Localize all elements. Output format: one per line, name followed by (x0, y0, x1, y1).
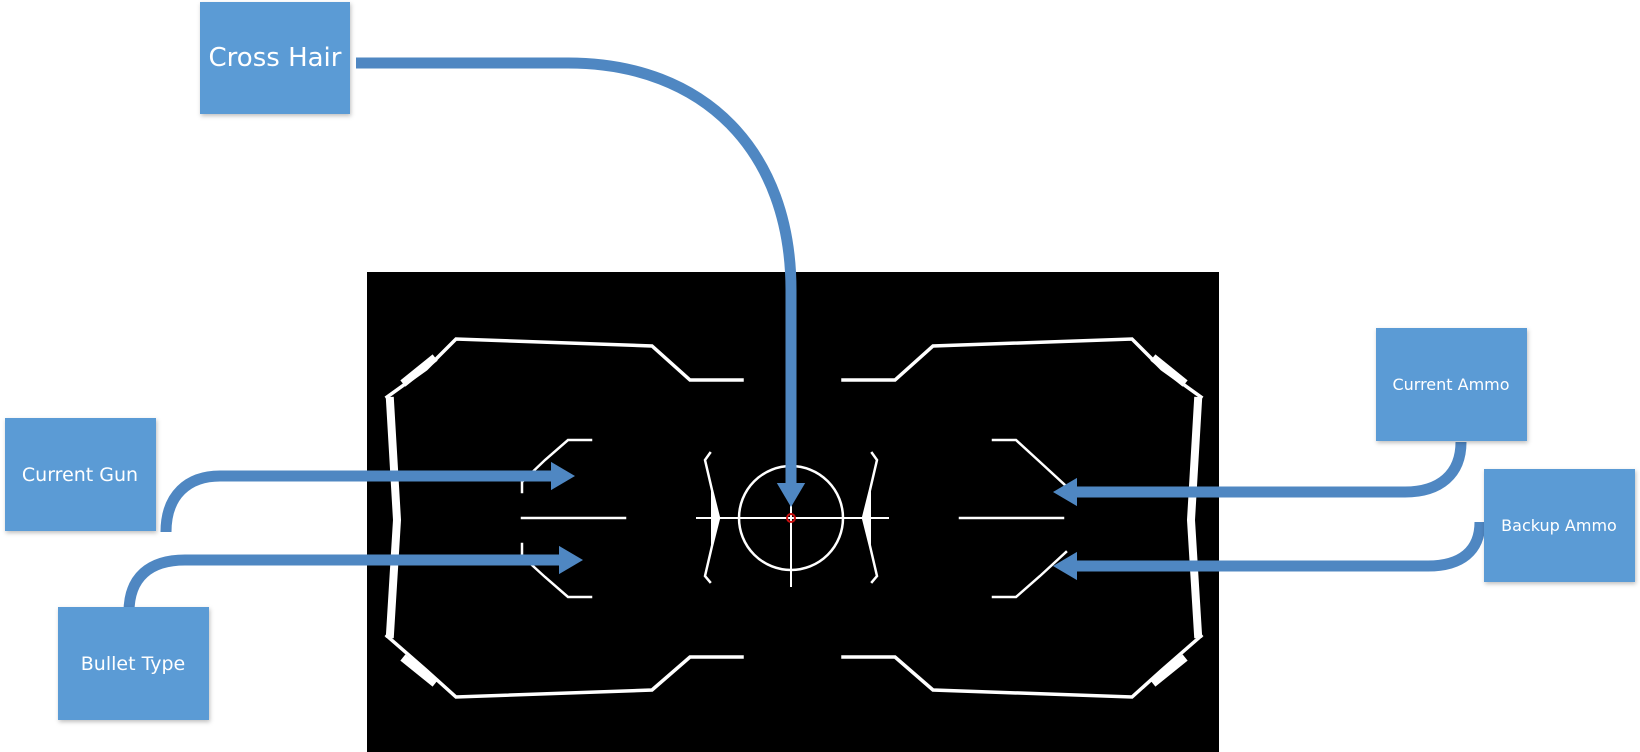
right-ammo-bracket (958, 438, 1068, 599)
right-frame-side (1186, 396, 1203, 639)
current-gun-arrow (160, 461, 575, 533)
left-frame-top-bevel (400, 354, 438, 387)
current-ammo-arrow (1053, 441, 1467, 507)
callout-box (200, 2, 350, 114)
callout-label: Current Gun (22, 464, 138, 486)
callout-box (5, 418, 156, 531)
backup-ammo-arrow (1053, 521, 1486, 581)
right-frame-bottom (841, 633, 1204, 699)
callout-current-ammo: Current Ammo (1376, 328, 1527, 441)
right-bracket-upper (991, 438, 1068, 488)
left-bracket-upper (520, 438, 593, 494)
right-frame-bottom-bevel (1150, 654, 1188, 687)
callout-label: Cross Hair (209, 43, 342, 73)
callout-box (58, 607, 209, 720)
callout-label: Bullet Type (81, 653, 185, 675)
left-frame-side (385, 396, 402, 639)
left-bracket-lower (520, 542, 593, 599)
callout-label: Current Ammo (1392, 375, 1509, 394)
callout-box (1484, 469, 1635, 582)
right-hud-frame (841, 337, 1204, 699)
crosshair-center-dot (786, 513, 796, 523)
crosshair-right-wedge (862, 490, 871, 546)
annotation-arrows (123, 57, 1486, 618)
right-frame-top-bevel (1150, 354, 1188, 387)
left-hud-frame (384, 337, 744, 699)
callout-box (1376, 328, 1527, 441)
callout-current-gun: Current Gun (5, 418, 156, 531)
right-bracket-lower (991, 550, 1068, 599)
callout-backup-ammo: Backup Ammo (1484, 469, 1635, 582)
crosshair-left-wedge (711, 490, 720, 546)
callout-bullet-type: Bullet Type (58, 607, 209, 720)
cross-hair-arrow (356, 57, 806, 507)
callout-cross-hair: Cross Hair (200, 2, 350, 114)
callout-label: Backup Ammo (1501, 516, 1617, 535)
left-frame-bottom-bevel (400, 654, 438, 687)
left-weapon-bracket (520, 438, 627, 599)
left-frame-bottom (384, 633, 744, 699)
